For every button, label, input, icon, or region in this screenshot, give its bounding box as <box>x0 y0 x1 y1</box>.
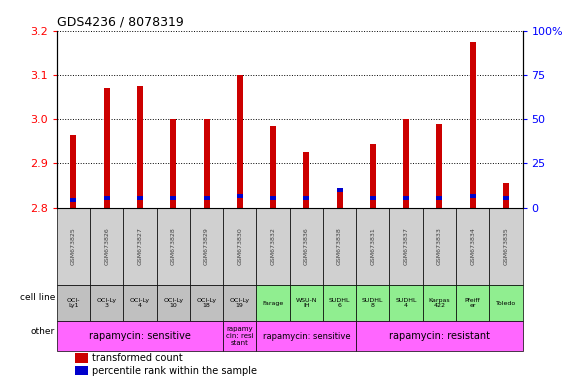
Bar <box>203 196 210 200</box>
Text: rapamy
cin: resi
stant: rapamy cin: resi stant <box>226 326 253 346</box>
Bar <box>90 285 123 321</box>
Text: GSM673831: GSM673831 <box>370 227 375 265</box>
Bar <box>503 183 509 208</box>
Bar <box>356 285 390 321</box>
Bar <box>256 208 290 285</box>
Bar <box>290 285 323 321</box>
Text: cell line: cell line <box>20 293 55 302</box>
Text: OCI-
Ly1: OCI- Ly1 <box>66 298 80 308</box>
Text: GSM673836: GSM673836 <box>304 227 309 265</box>
Bar <box>470 42 475 208</box>
Bar <box>70 135 77 208</box>
Text: GSM673834: GSM673834 <box>470 227 475 265</box>
Text: GSM673837: GSM673837 <box>404 227 408 265</box>
Bar <box>403 119 409 208</box>
Bar <box>489 285 523 321</box>
Bar <box>323 285 356 321</box>
Text: Karpas
422: Karpas 422 <box>429 298 450 308</box>
Text: OCI-Ly
10: OCI-Ly 10 <box>163 298 183 308</box>
Bar <box>503 196 509 200</box>
Bar <box>436 196 442 200</box>
Bar <box>76 366 88 375</box>
Bar <box>403 196 409 200</box>
Text: GSM673833: GSM673833 <box>437 227 442 265</box>
Text: rapamycin: resistant: rapamycin: resistant <box>389 331 490 341</box>
Text: GSM673838: GSM673838 <box>337 227 342 265</box>
Bar <box>390 285 423 321</box>
Bar <box>170 196 176 200</box>
Text: SUDHL
6: SUDHL 6 <box>329 298 350 308</box>
Bar <box>57 321 223 351</box>
Text: other: other <box>31 327 55 336</box>
Bar <box>237 194 243 198</box>
Bar <box>489 208 523 285</box>
Text: rapamycin: sensitive: rapamycin: sensitive <box>89 331 191 341</box>
Bar <box>436 124 442 208</box>
Bar <box>356 208 390 285</box>
Text: Pfeiff
er: Pfeiff er <box>465 298 481 308</box>
Text: OCI-Ly
3: OCI-Ly 3 <box>97 298 117 308</box>
Bar <box>256 285 290 321</box>
Bar <box>337 188 343 192</box>
Bar <box>323 208 356 285</box>
Text: Toledo: Toledo <box>496 301 516 306</box>
Bar <box>370 144 376 208</box>
Bar <box>270 196 276 200</box>
Text: GSM673828: GSM673828 <box>171 227 176 265</box>
Text: GSM673835: GSM673835 <box>503 227 508 265</box>
Bar <box>390 208 423 285</box>
Bar <box>190 285 223 321</box>
Bar <box>456 208 489 285</box>
Bar <box>57 285 90 321</box>
Bar <box>104 88 110 208</box>
Text: GSM673826: GSM673826 <box>104 227 109 265</box>
Bar <box>170 119 176 208</box>
Text: SUDHL
8: SUDHL 8 <box>362 298 383 308</box>
Bar <box>137 86 143 208</box>
Text: SUDHL
4: SUDHL 4 <box>395 298 417 308</box>
Bar <box>370 196 376 200</box>
Text: Farage: Farage <box>262 301 283 306</box>
Bar <box>157 208 190 285</box>
Bar <box>237 75 243 208</box>
Text: percentile rank within the sample: percentile rank within the sample <box>92 366 257 376</box>
Bar <box>203 119 210 208</box>
Bar <box>337 192 343 208</box>
Bar <box>57 208 90 285</box>
Text: GDS4236 / 8078319: GDS4236 / 8078319 <box>57 15 183 28</box>
Text: GSM673827: GSM673827 <box>137 227 143 265</box>
Bar <box>104 196 110 200</box>
Bar <box>223 208 256 285</box>
Bar <box>70 199 77 202</box>
Bar <box>223 321 256 351</box>
Bar <box>90 208 123 285</box>
Bar <box>76 353 88 362</box>
Bar <box>256 321 356 351</box>
Bar <box>223 285 256 321</box>
Bar <box>423 208 456 285</box>
Text: rapamycin: sensitive: rapamycin: sensitive <box>262 332 350 341</box>
Bar <box>137 196 143 200</box>
Text: GSM673830: GSM673830 <box>237 227 243 265</box>
Text: GSM673829: GSM673829 <box>204 227 209 265</box>
Bar <box>270 126 276 208</box>
Text: OCI-Ly
19: OCI-Ly 19 <box>229 298 250 308</box>
Text: OCI-Ly
18: OCI-Ly 18 <box>197 298 216 308</box>
Bar <box>190 208 223 285</box>
Text: transformed count: transformed count <box>92 353 182 363</box>
Text: GSM673825: GSM673825 <box>71 227 76 265</box>
Bar <box>303 196 310 200</box>
Text: WSU-N
IH: WSU-N IH <box>295 298 317 308</box>
Bar <box>290 208 323 285</box>
Bar <box>470 194 475 198</box>
Bar <box>456 285 489 321</box>
Text: OCI-Ly
4: OCI-Ly 4 <box>130 298 150 308</box>
Bar <box>123 285 157 321</box>
Bar <box>423 285 456 321</box>
Bar <box>123 208 157 285</box>
Bar <box>157 285 190 321</box>
Text: GSM673832: GSM673832 <box>270 227 275 265</box>
Bar <box>356 321 523 351</box>
Bar <box>303 152 310 208</box>
